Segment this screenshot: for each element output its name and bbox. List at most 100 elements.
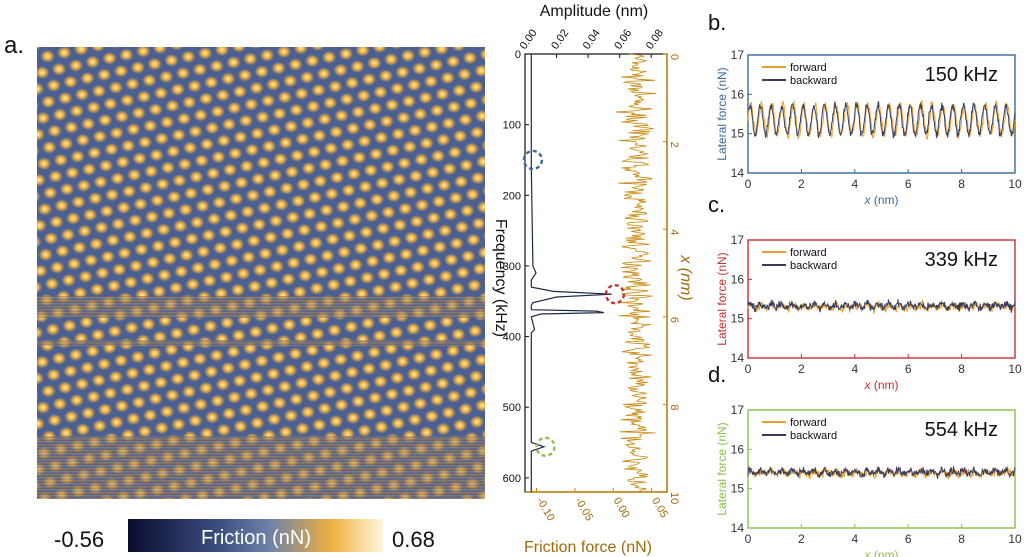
atom [187,368,202,382]
atom [390,417,406,430]
atom [476,155,485,169]
atom [267,123,282,137]
atom [47,124,62,138]
atom [350,349,365,363]
atom [179,248,194,262]
atom [290,149,305,162]
atom [171,418,186,431]
atom [171,128,186,142]
atom [291,240,307,253]
atom [100,250,115,264]
atom [185,277,200,291]
atom [175,356,191,369]
atom [448,191,463,205]
atom [37,173,46,187]
atom [306,145,322,159]
x-axis-label: x (nm) [864,193,899,207]
atom [234,176,249,190]
frequency-title: 554 kHz [925,419,998,441]
atom [260,94,276,108]
atom [401,384,416,398]
atom [409,215,424,228]
atom [109,126,124,140]
atom [417,47,432,59]
atom [79,315,94,329]
atom [483,278,485,286]
atom [37,128,45,141]
atom [435,377,450,390]
atom [170,83,185,96]
atom [269,260,284,273]
atom [348,258,363,272]
atom [336,200,351,214]
atom [175,66,191,80]
atom [307,191,323,204]
atom [229,238,245,251]
series-line-backward [747,299,1016,313]
x-axis-unit: (nm) [871,548,899,557]
atom [330,216,346,230]
amplitude-tick-label: 0.06 [612,27,634,51]
atom [256,156,271,170]
atom [436,422,451,436]
atom [374,131,389,145]
atom [290,194,306,208]
atom [334,109,349,122]
atom [165,388,180,402]
atom [283,120,299,133]
atom [465,188,480,201]
atom [477,246,485,260]
atom [471,217,485,230]
atom [222,163,238,177]
atom [460,249,476,263]
atom [148,392,163,406]
atom [120,383,135,396]
atom [66,257,82,271]
atom [379,114,394,128]
atom [40,49,55,63]
atom [46,34,60,47]
atom [421,273,437,287]
atom [164,54,179,67]
atom [218,225,233,239]
atom [455,266,470,279]
atom [392,218,408,232]
atom [398,247,414,261]
x-tick-label: 8 [958,532,965,546]
y-tick-label: 16 [731,87,745,101]
atom [438,269,454,283]
atom [195,199,210,213]
atom [123,275,138,289]
atom [326,278,341,292]
position-tick-label: 10 [668,492,680,504]
atom [372,329,387,343]
atom [164,343,179,357]
atom [106,279,122,293]
frequency-tick-label: 100 [503,120,521,132]
atom [359,271,375,285]
atom [193,108,208,122]
atom [83,253,99,267]
atom [303,252,318,266]
atom [72,241,87,254]
atom [344,365,360,379]
atom [70,150,85,163]
atom [120,93,135,107]
atom [482,185,485,196]
atom [232,374,247,388]
friction-tick-label: -0.10 [534,496,557,524]
spectrum-panel: Amplitude (nm) Friction force (nN) Frequ… [492,3,694,556]
x-tick-label: 2 [798,532,805,546]
atom [189,216,205,229]
atom [182,141,198,155]
atom [110,172,125,185]
atom [62,319,77,333]
atom [427,257,442,270]
atom [75,133,91,147]
atom [227,390,242,404]
atom [475,109,485,123]
atom [120,139,136,153]
x-tick-label: 10 [1008,532,1022,546]
x-tick-label: 2 [798,177,805,191]
atom [43,231,59,245]
